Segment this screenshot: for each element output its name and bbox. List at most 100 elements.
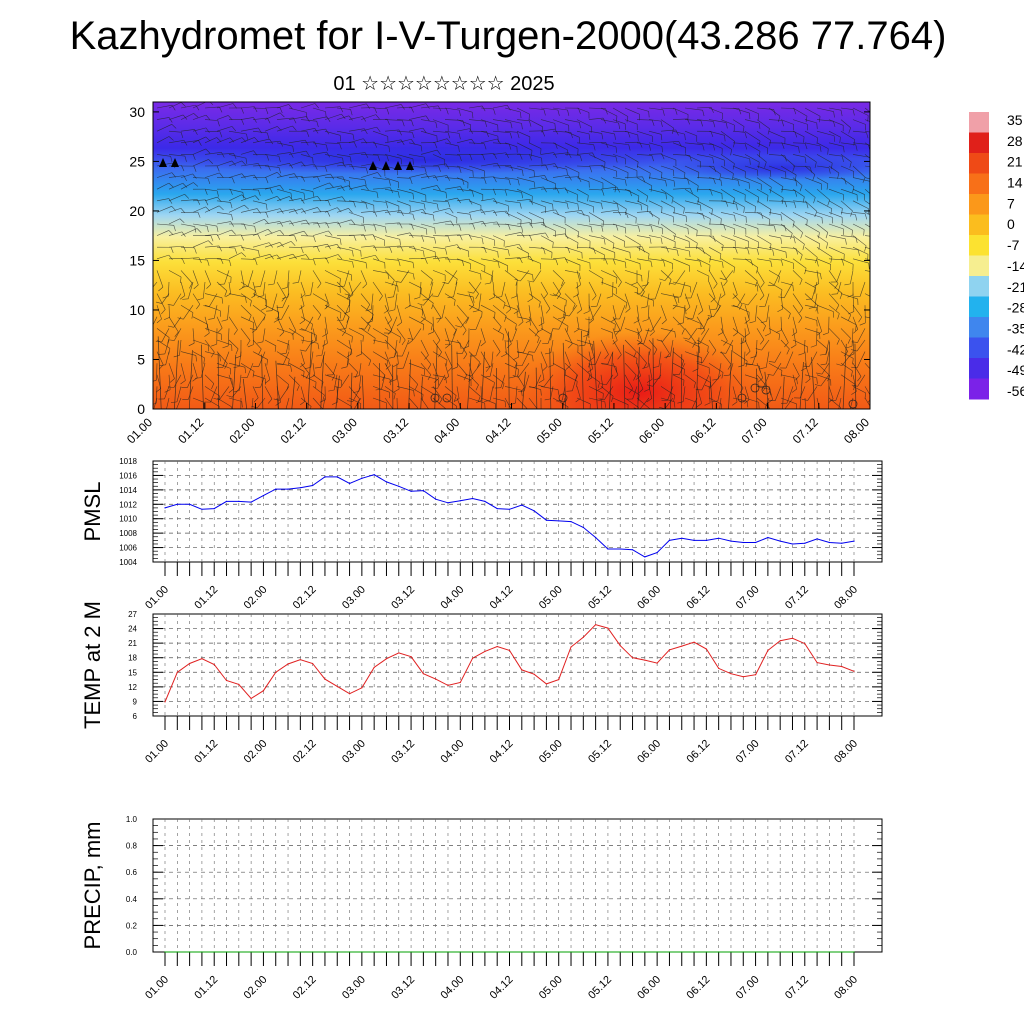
wind-barb-feather xyxy=(159,364,166,366)
wind-barb-feather xyxy=(749,321,756,324)
wind-barb xyxy=(336,270,352,275)
wind-barb-feather xyxy=(168,230,174,235)
wind-barb-feather xyxy=(265,211,269,218)
wind-barb xyxy=(504,351,518,363)
wind-barb-feather xyxy=(458,145,460,153)
wind-barb xyxy=(298,270,302,283)
wind-barb-feather xyxy=(819,145,822,152)
wind-barb xyxy=(396,154,413,160)
wind-barb-feather xyxy=(579,122,581,129)
wind-barb xyxy=(360,270,368,285)
wind-barb-feather xyxy=(723,280,728,286)
wind-barb-feather xyxy=(548,364,554,368)
wind-barb-feather xyxy=(353,235,357,241)
wind-barb xyxy=(540,305,545,323)
wind-barb xyxy=(636,339,651,350)
wind-barb xyxy=(336,293,351,301)
wind-barb-feather xyxy=(792,165,795,172)
wind-barb xyxy=(216,362,231,369)
wind-barb-feather xyxy=(314,141,318,148)
wind-barb xyxy=(720,328,728,342)
wind-barb xyxy=(600,142,617,148)
wind-barb xyxy=(312,270,322,284)
wind-barb-feather xyxy=(206,226,209,233)
wind-barb xyxy=(624,176,643,178)
wind-barb-feather xyxy=(640,204,643,211)
wind-barb xyxy=(550,386,554,399)
wind-barb xyxy=(276,351,290,360)
wind-barb xyxy=(396,177,411,179)
wind-barb xyxy=(636,177,652,187)
wind-barb xyxy=(408,246,424,252)
wind-barb xyxy=(816,258,831,265)
wind-barb-feather xyxy=(317,196,322,202)
series-point xyxy=(730,951,732,953)
wind-barb-feather xyxy=(717,332,724,336)
wind-barb-feather xyxy=(241,173,246,179)
wind-barb xyxy=(480,107,494,110)
wind-barb xyxy=(456,305,469,319)
x-tick-label: 07.00 xyxy=(734,974,762,1002)
wind-barb-feather xyxy=(504,401,507,408)
series-point xyxy=(558,679,560,681)
wind-barb-feather xyxy=(305,219,310,226)
wind-barb xyxy=(756,154,767,163)
wind-barb xyxy=(480,351,491,368)
wind-barb xyxy=(504,316,517,325)
wind-barb-feather xyxy=(400,139,405,146)
wind-barb xyxy=(719,397,722,409)
wind-barb xyxy=(168,231,182,236)
wind-barb xyxy=(768,107,781,117)
wind-barb xyxy=(240,195,256,202)
wind-barb-feather xyxy=(231,229,236,235)
wind-barb xyxy=(264,140,281,144)
wind-barb-feather xyxy=(518,321,524,326)
wind-barb xyxy=(648,212,660,219)
wind-barb xyxy=(856,351,866,368)
wind-barb xyxy=(664,270,674,281)
wind-barb xyxy=(523,339,530,353)
wind-barb-feather xyxy=(780,237,783,244)
wind-barb xyxy=(684,130,697,137)
series-point xyxy=(582,526,584,529)
field-y-tick-label: 25 xyxy=(129,153,145,169)
wind-barb xyxy=(672,142,686,148)
wind-barb-feather xyxy=(527,411,530,416)
wind-barb xyxy=(816,200,832,209)
wind-barb-feather xyxy=(660,134,663,141)
wind-barb-feather xyxy=(446,108,449,115)
wind-barb xyxy=(684,293,691,308)
wind-barb xyxy=(312,151,327,155)
wind-barb xyxy=(672,107,689,115)
wind-barb-feather xyxy=(677,322,684,325)
series-point xyxy=(841,542,843,544)
wind-barb-feather xyxy=(673,395,676,402)
field-y-tick-label: 0 xyxy=(137,401,145,417)
wind-barb xyxy=(352,386,362,402)
wind-barb-feather xyxy=(276,196,282,201)
wind-barb xyxy=(804,235,820,244)
x-tick-label: 01.00 xyxy=(143,738,171,766)
wind-barb xyxy=(636,293,654,301)
wind-barb xyxy=(708,212,722,219)
wind-barb-feather xyxy=(719,174,722,181)
wind-barb xyxy=(471,363,482,377)
wind-barb xyxy=(288,161,302,167)
wind-barb xyxy=(732,142,746,144)
series-point xyxy=(828,951,831,953)
wind-barb xyxy=(396,188,413,194)
wind-barb xyxy=(828,223,844,230)
wind-barb-feather xyxy=(615,146,617,153)
wind-barb xyxy=(811,281,818,300)
wind-barb xyxy=(780,119,794,125)
wind-barb xyxy=(732,351,748,362)
wind-barb xyxy=(216,115,229,120)
wind-barb xyxy=(372,362,386,376)
series-point xyxy=(496,645,498,648)
wind-barb-feather xyxy=(395,280,402,283)
wind-barb xyxy=(540,187,557,190)
wind-barb xyxy=(732,386,738,402)
wind-barb xyxy=(696,154,713,158)
colorbar-swatch xyxy=(969,153,989,174)
wind-barb xyxy=(528,212,544,220)
